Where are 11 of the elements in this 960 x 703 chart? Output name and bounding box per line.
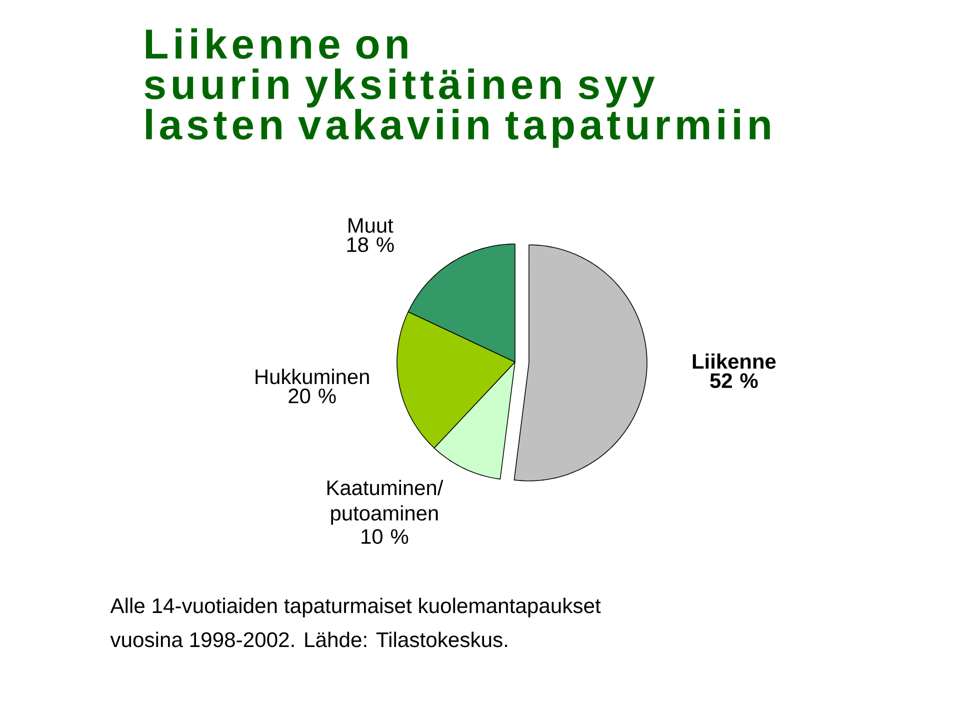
slice-label: Hukkuminen: [256, 368, 369, 384]
data-label: 10 %: [362, 529, 408, 544]
text: vuosina 1998-2002. Lähde: Tilastokeskus.: [110, 632, 508, 648]
chart-title: Liikenne on suurin yksittäinen syy lasten vakaviin tapaturmiin: [144, 28, 770, 148]
slice-label: Kaatuminen/putoaminen: [327, 480, 444, 525]
slice-label: Muut: [348, 218, 394, 233]
slice-label: Liikenne: [692, 353, 776, 369]
data-label: 52 %: [710, 373, 758, 388]
text: Alle 14-vuotiaiden tapaturmaiset kuolemantapaukset: [110, 598, 601, 618]
data-label: 20 %: [288, 388, 336, 404]
data-label: 18 %: [347, 237, 394, 252]
